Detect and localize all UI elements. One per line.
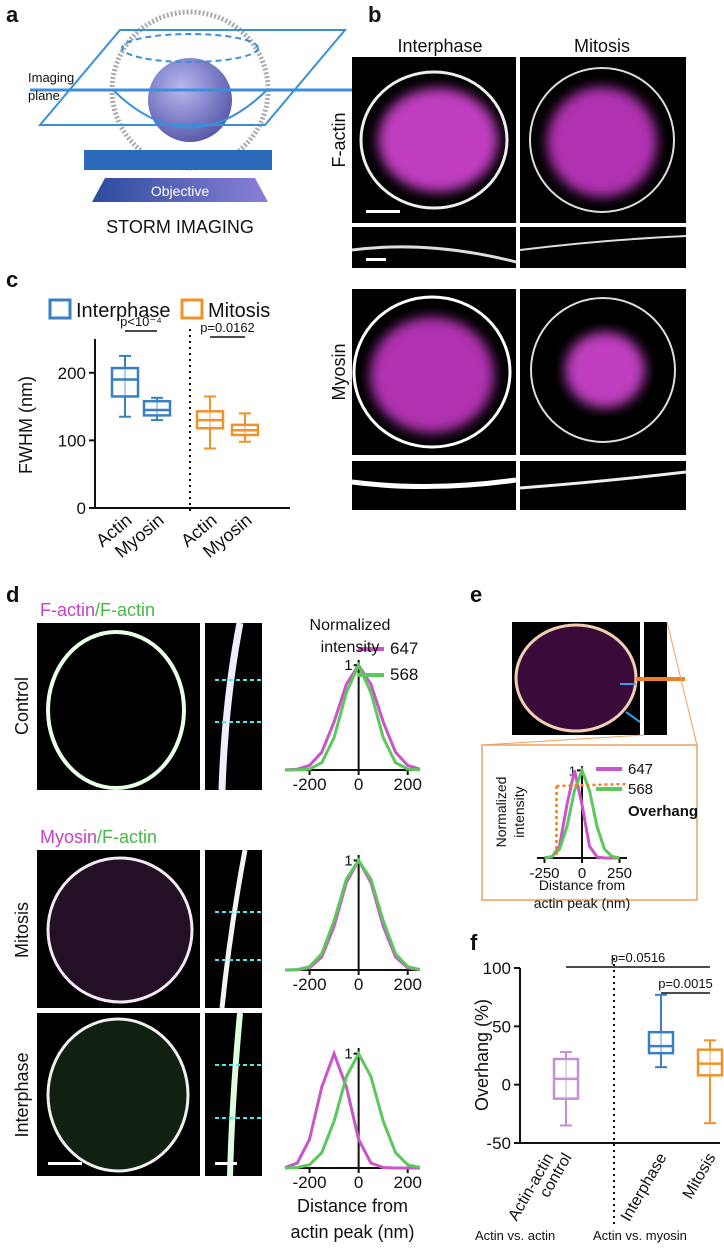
title-part: F-actin bbox=[40, 600, 95, 620]
row-label: Myosin bbox=[329, 343, 349, 400]
objective-label: Objective bbox=[151, 183, 210, 199]
panel-label: e bbox=[470, 582, 482, 607]
group-label: Actin vs. myosin bbox=[593, 1228, 687, 1243]
x-tick-label: 0 bbox=[354, 1173, 363, 1192]
panel-title: F-actin/F-actin bbox=[40, 600, 155, 620]
panel-label: d bbox=[6, 582, 19, 607]
legend-label: Mitosis bbox=[208, 300, 270, 322]
x-tick-label: -200 bbox=[293, 1173, 327, 1192]
micrograph-e bbox=[481, 621, 698, 901]
title-part: /F-actin bbox=[97, 827, 157, 847]
y-tick-label: 50 bbox=[492, 1017, 511, 1036]
p-value: p=0.0162 bbox=[200, 320, 255, 335]
p-value: p=0.0015 bbox=[658, 976, 713, 991]
box bbox=[110, 366, 140, 398]
plane-label: plane bbox=[28, 88, 60, 103]
caption: STORM IMAGING bbox=[106, 217, 254, 237]
y-tick-label: 1 bbox=[569, 763, 576, 778]
panel-label: f bbox=[470, 930, 478, 955]
y-axis-label: intensity bbox=[321, 639, 380, 656]
annotation: Overhang bbox=[628, 803, 698, 820]
y-tick-label: 100 bbox=[58, 431, 86, 450]
panel-label: b bbox=[368, 2, 381, 27]
title-part: /F-actin bbox=[95, 600, 155, 620]
title-part: Myosin bbox=[40, 827, 97, 847]
y-axis-label: Normalized bbox=[493, 777, 509, 848]
row-label: Interphase bbox=[12, 1052, 32, 1137]
legend-label: Interphase bbox=[76, 300, 171, 322]
y-axis-label: Overhang (%) bbox=[472, 999, 492, 1111]
x-axis-label: actin peak (nm) bbox=[534, 895, 630, 911]
curve bbox=[284, 1050, 421, 1170]
legend-swatch bbox=[180, 298, 204, 320]
y-tick-label: 0 bbox=[502, 1076, 511, 1095]
column-header: Mitosis bbox=[574, 36, 630, 56]
x-tick-label: -200 bbox=[293, 975, 327, 994]
panel-title: Myosin/F-actin bbox=[40, 827, 157, 847]
legend-label: 568 bbox=[628, 781, 653, 798]
curve bbox=[284, 662, 421, 772]
legend-label: 647 bbox=[628, 761, 653, 778]
curve bbox=[284, 661, 421, 772]
x-tick-label: Mitosis bbox=[680, 1151, 720, 1203]
micrographs-b bbox=[351, 57, 687, 510]
box bbox=[142, 399, 172, 417]
curve bbox=[284, 857, 421, 972]
x-tick-label: -200 bbox=[293, 775, 327, 794]
y-tick-label: 1 bbox=[344, 852, 352, 869]
x-axis-label: actin peak (nm) bbox=[290, 1222, 414, 1242]
y-axis-label: FWHM (nm) bbox=[16, 376, 36, 474]
x-axis-label: Distance from bbox=[297, 1196, 408, 1216]
plane-label: Imaging bbox=[28, 70, 74, 85]
x-tick-label: -250 bbox=[529, 865, 559, 882]
x-tick-label: 0 bbox=[354, 775, 363, 794]
storm-diagram bbox=[30, 9, 355, 202]
row-label: Control bbox=[12, 677, 32, 735]
x-axis-label: Distance from bbox=[539, 877, 625, 893]
legend-label: 568 bbox=[390, 665, 418, 684]
overhang-marker bbox=[556, 782, 627, 788]
curve bbox=[284, 857, 421, 972]
panel-label: a bbox=[6, 2, 19, 27]
y-tick-label: -50 bbox=[486, 1134, 511, 1153]
y-tick-label: 200 bbox=[58, 364, 86, 383]
micrographs-d bbox=[37, 622, 262, 1177]
legend-swatch bbox=[48, 298, 72, 320]
y-axis-label: intensity bbox=[511, 786, 527, 837]
box bbox=[647, 1030, 675, 1055]
y-tick-label: 0 bbox=[77, 499, 86, 518]
y-tick-label: 1 bbox=[344, 1046, 352, 1063]
legend-label: 647 bbox=[390, 639, 418, 658]
group-label: Actin vs. actin bbox=[475, 1228, 555, 1243]
row-label: Mitosis bbox=[12, 902, 32, 958]
p-value: p=0.0516 bbox=[611, 950, 666, 965]
x-tick-label: 200 bbox=[394, 1173, 422, 1192]
panel-label: c bbox=[6, 267, 18, 292]
x-tick-label: 0 bbox=[354, 975, 363, 994]
y-tick-label: 100 bbox=[483, 959, 511, 978]
row-label: F-actin bbox=[329, 112, 349, 167]
x-tick-label: 250 bbox=[607, 865, 632, 882]
y-axis-label: Normalized bbox=[310, 617, 391, 634]
x-tick-label: 0 bbox=[578, 865, 586, 882]
curve bbox=[284, 1049, 420, 1170]
x-tick-label: 200 bbox=[394, 775, 422, 794]
column-header: Interphase bbox=[397, 36, 482, 56]
curve bbox=[544, 766, 620, 860]
x-tick-label: Interphase bbox=[618, 1150, 671, 1224]
x-tick-label: 200 bbox=[394, 975, 422, 994]
p-value: p<10⁻⁴ bbox=[120, 314, 162, 329]
y-tick-label: 1 bbox=[344, 657, 352, 674]
